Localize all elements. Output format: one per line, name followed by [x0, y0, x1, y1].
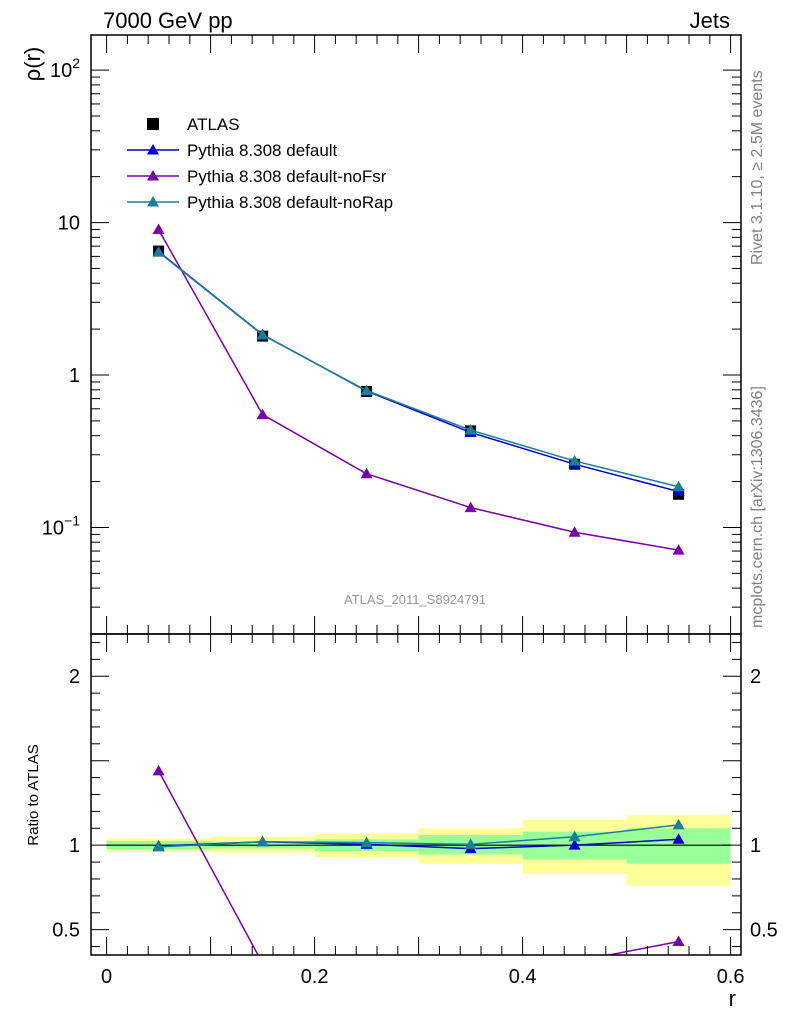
ratio-line — [157, 770, 679, 955]
legend-entry: Pythia 8.308 default-noFsr — [127, 167, 387, 186]
analysis-watermark: ATLAS_2011_S8924791 — [344, 592, 486, 607]
y-tick-label: 10 — [58, 213, 80, 235]
ratio-point — [672, 935, 685, 946]
legend-label: Pythia 8.308 default-noFsr — [187, 167, 387, 186]
ratio-point — [672, 833, 685, 844]
y-tick-label: 10−1 — [42, 512, 80, 539]
legend-label: Pythia 8.308 default-noRap — [187, 193, 393, 212]
series-line — [158, 251, 679, 493]
legend-label: ATLAS — [187, 115, 240, 134]
ratio-line — [158, 824, 679, 848]
series-line — [158, 251, 679, 488]
data-point — [152, 246, 165, 257]
ratio-point — [568, 830, 581, 842]
ratio-panel: 0.5 0.5 1 1 2 2 0 0.2 0.4 0.6 — [52, 633, 778, 988]
y-tick-label: 1 — [69, 365, 80, 387]
ratio-y-tick-label-right: 0.5 — [750, 920, 778, 942]
main-y-axis-title: ρ(r) — [20, 47, 45, 82]
ratio-frame — [90, 633, 742, 956]
data-point — [672, 480, 685, 492]
rivet-label: Rivet 3.1.10, ≥ 2.5M events — [749, 70, 766, 265]
legend-entry: ATLAS — [147, 115, 240, 134]
mcplots-label: mcplots.cern.ch [arXiv:1306.3436] — [749, 386, 766, 628]
ratio-y-tick-label-left: 1 — [69, 835, 80, 857]
data-point — [464, 501, 477, 513]
data-point — [464, 424, 477, 435]
legend-marker — [147, 118, 159, 130]
y-tick-label-exp: 2 — [72, 55, 80, 71]
ratio-point — [672, 818, 685, 830]
y-tick-label-base: 10 — [42, 517, 64, 539]
ratio-point — [464, 838, 477, 849]
header-left: 7000 GeV pp — [103, 8, 233, 33]
ratio-y-tick-label-right: 2 — [750, 666, 761, 688]
data-point — [256, 408, 269, 420]
data-point — [152, 223, 165, 235]
header-right: Jets — [690, 8, 730, 33]
ratio-point — [152, 764, 165, 776]
ratio-y-tick-label-right: 1 — [750, 835, 761, 857]
legend-marker — [147, 170, 159, 181]
data-point — [568, 454, 581, 466]
data-point — [568, 526, 581, 537]
series-pythia-8-308-default-nofsr — [152, 223, 685, 555]
ratio-point — [256, 835, 269, 847]
legend: ATLAS Pythia 8.308 default Pythia 8.308 de… — [127, 115, 393, 212]
ratio-point — [569, 956, 581, 967]
x-tick-label: 0.2 — [301, 966, 329, 988]
data-point — [672, 544, 685, 555]
ratio-y-tick-label-left: 0.5 — [52, 920, 80, 942]
data-point — [360, 384, 373, 396]
legend-marker — [147, 144, 159, 155]
x-axis-title: r — [729, 986, 736, 1011]
y-tick-label-base: 10 — [50, 60, 72, 82]
series-atlas — [153, 245, 685, 500]
legend-marker — [147, 196, 159, 207]
legend-label: Pythia 8.308 default — [187, 141, 338, 160]
series-pythia-8-308-default-norap — [152, 246, 685, 492]
x-tick-label: 0 — [101, 966, 112, 988]
x-tick-label: 0.4 — [509, 966, 537, 988]
ratio-series-pythia-8-308-default-norap — [152, 818, 685, 852]
legend-entry: Pythia 8.308 default — [127, 141, 338, 160]
ratio-point — [568, 839, 581, 850]
ratio-y-tick-label-left: 2 — [69, 666, 80, 688]
ratio-point — [257, 957, 269, 968]
ratio-point — [360, 836, 373, 848]
data-point — [256, 329, 269, 340]
ratio-point — [361, 959, 373, 970]
series-line — [157, 229, 679, 551]
ratio-series-pythia-8-308-default-nofsr — [152, 764, 685, 970]
ratio-point — [465, 957, 477, 968]
y-tick-label: 102 — [50, 55, 80, 82]
legend-entry: Pythia 8.308 default-noRap — [127, 193, 393, 212]
series-pythia-8-308-default — [152, 245, 685, 497]
data-point — [360, 467, 373, 479]
x-tick-label: 0.6 — [717, 966, 745, 988]
y-tick-label-exp: −1 — [64, 512, 80, 528]
ratio-point — [152, 840, 165, 852]
ratio-y-axis-title: Ratio to ATLAS — [25, 744, 42, 845]
